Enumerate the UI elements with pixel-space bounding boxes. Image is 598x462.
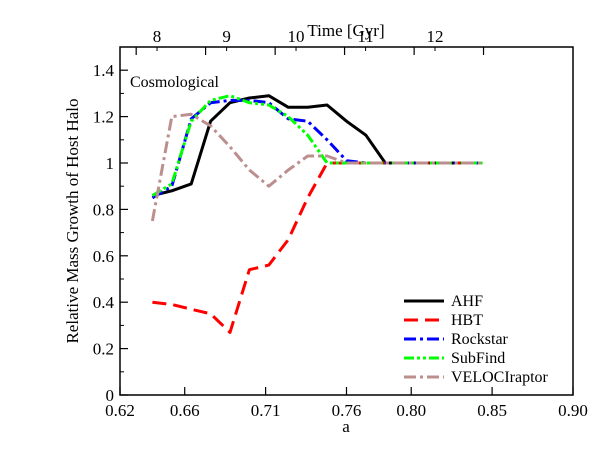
top-tick-label: 9: [222, 27, 231, 46]
y-tick-label: 0.4: [93, 293, 115, 312]
series-line-velociraptor: [150, 112, 483, 222]
x-tick-label: 0.71: [251, 401, 281, 420]
legend: AHF HBT Rockstar SubFind VELOCIraptor: [404, 293, 549, 386]
y-tick-label: 1.4: [93, 61, 115, 80]
y-axis-title: Relative Mass Growth of Host Halo: [63, 98, 82, 343]
series-layer: [150, 94, 483, 334]
y-tick-label: 1: [106, 154, 115, 173]
series-line-rockstar: [151, 98, 483, 200]
x-axis-title: a: [342, 417, 350, 436]
top-tick-label: 11: [357, 27, 373, 46]
ticks-layer: 0.62 0.66 0.71 0.76 0.80 0.85 0.90 0 0.2 0.4 0.6 0.…: [93, 27, 588, 420]
y-tick-label: 0: [106, 386, 115, 405]
legend-label-rockstar: Rockstar: [451, 331, 509, 348]
top-tick-label: 12: [426, 27, 443, 46]
y-tick-label: 0.6: [93, 247, 114, 266]
legend-label-velociraptor: VELOCIraptor: [451, 369, 549, 386]
top-axis-title: Time [Gyr]: [307, 21, 384, 40]
annotation-label: Cosmological: [130, 74, 219, 91]
x-tick-label: 0.66: [170, 401, 200, 420]
series-line-hbt: [152, 161, 483, 334]
x-tick-label: 0.85: [477, 401, 507, 420]
top-tick-label: 10: [288, 27, 305, 46]
y-tick-label: 0.2: [93, 340, 114, 359]
x-tick-label: 0.80: [396, 401, 426, 420]
x-tick-label: 0.76: [332, 401, 362, 420]
y-tick-label: 0.8: [93, 200, 114, 219]
top-tick-label: 8: [153, 27, 162, 46]
legend-label-subfind: SubFind: [451, 350, 505, 367]
x-tick-label: 0.90: [558, 401, 588, 420]
y-tick-label: 1.2: [93, 108, 114, 127]
x-tick-label: 0.62: [105, 401, 135, 420]
legend-label-ahf: AHF: [451, 293, 483, 310]
legend-label-hbt: HBT: [451, 312, 483, 329]
